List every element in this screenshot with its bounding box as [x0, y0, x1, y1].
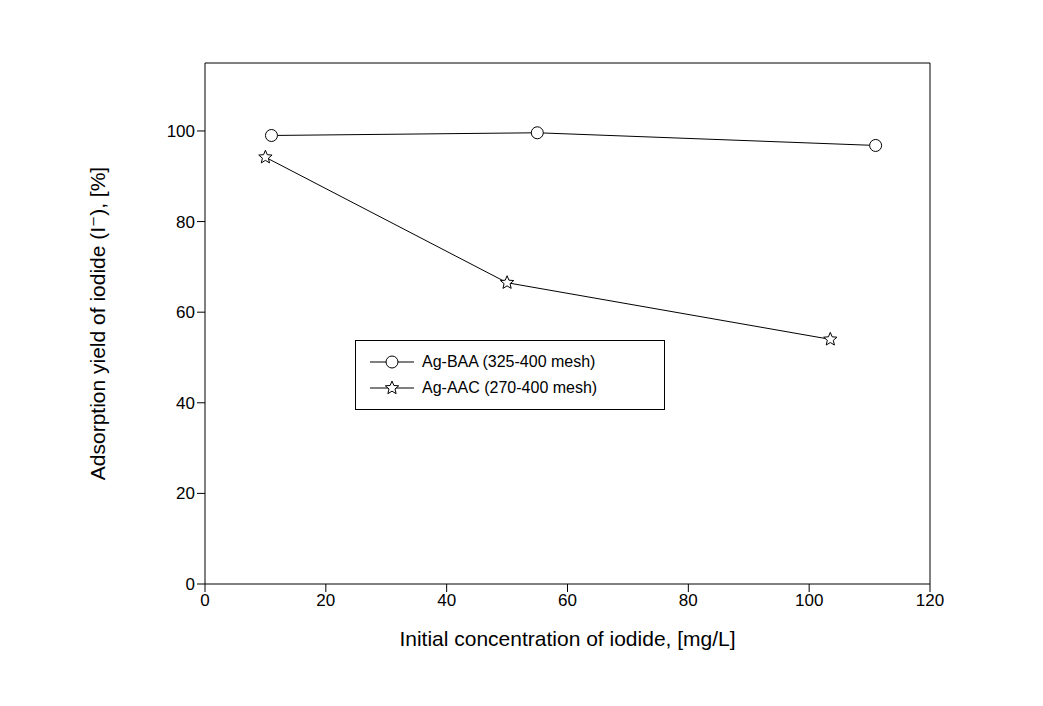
svg-text:100: 100 — [795, 591, 823, 610]
svg-text:100: 100 — [167, 122, 195, 141]
html-text:Ag-BAA (325-400 mesh): Ag-BAA (325-400 mesh) — [422, 353, 596, 370]
svg-text:0: 0 — [186, 575, 195, 594]
svg-text:60: 60 — [558, 591, 577, 610]
svg-text:0: 0 — [200, 591, 209, 610]
svg-text:40: 40 — [176, 394, 195, 413]
svg-text:Adsorption yield of iodide (I⁻: Adsorption yield of iodide (I⁻), [%] — [86, 167, 109, 480]
svg-text:120: 120 — [916, 591, 944, 610]
svg-text:20: 20 — [316, 591, 335, 610]
html-text:Ag-AAC (270-400 mesh): Ag-AAC (270-400 mesh) — [422, 379, 598, 396]
svg-text:Initial concentration of iodid: Initial concentration of iodide, [mg/L] — [399, 627, 735, 650]
svg-text:20: 20 — [176, 484, 195, 503]
svg-text:60: 60 — [176, 303, 195, 322]
svg-text:80: 80 — [679, 591, 698, 610]
svg-text:80: 80 — [176, 213, 195, 232]
svg-text:40: 40 — [437, 591, 456, 610]
